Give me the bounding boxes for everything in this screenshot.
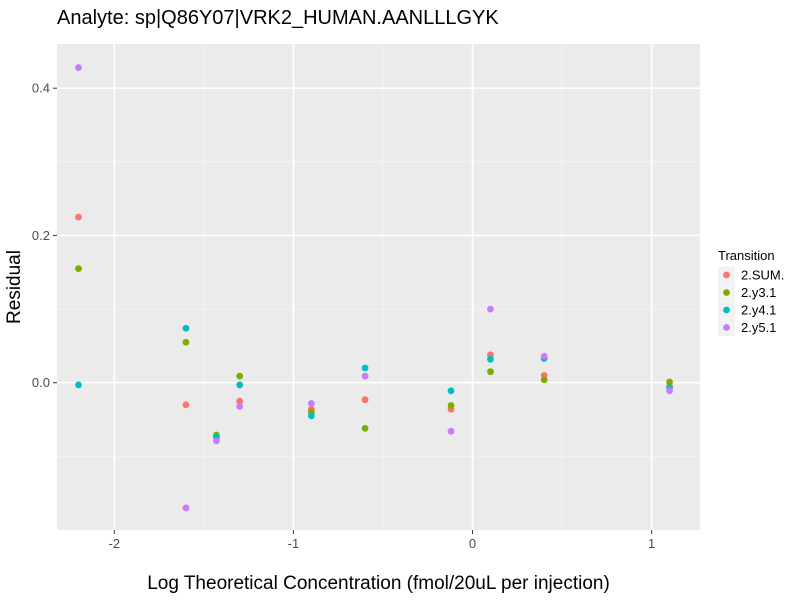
- data-points: [75, 64, 673, 512]
- major-gridlines: [57, 44, 700, 530]
- data-point: [236, 397, 244, 405]
- plot-panel: [57, 44, 700, 530]
- data-point: [75, 381, 82, 389]
- data-point: [447, 427, 455, 435]
- legend-key-dot: [723, 306, 730, 314]
- data-point: [75, 213, 82, 221]
- data-point: [182, 504, 190, 512]
- data-point: [361, 424, 369, 432]
- y-tick-label: 0.4: [32, 81, 50, 96]
- data-point: [75, 64, 82, 71]
- minor-gridlines: [57, 44, 700, 530]
- legend-title: Transition: [718, 248, 775, 263]
- data-point: [307, 412, 315, 420]
- data-point: [666, 378, 673, 386]
- data-point: [540, 352, 548, 360]
- data-point: [487, 355, 494, 363]
- x-tick-label: -2: [109, 536, 121, 551]
- data-point: [236, 381, 244, 389]
- legend-label: 2.y5.1: [741, 320, 776, 335]
- x-axis-title: Log Theoretical Concentration (fmol/20uL…: [147, 573, 610, 594]
- legend-key-dot: [723, 324, 730, 331]
- x-tick-label: -1: [288, 536, 300, 551]
- data-point: [666, 387, 673, 395]
- x-axis-ticks: -2 -1 0 1: [109, 530, 655, 551]
- legend-label: 2.SUM.: [741, 268, 784, 283]
- legend-key-dot: [723, 289, 730, 296]
- legend-label: 2.y4.1: [741, 303, 776, 318]
- data-point: [75, 265, 82, 272]
- data-point: [182, 338, 190, 346]
- data-point: [361, 372, 369, 380]
- data-point: [487, 368, 494, 376]
- legend: Transition 2.SUM. 2.y3.1 2.y4.1 2.y5.1: [718, 248, 784, 336]
- chart-title: Analyte: sp|Q86Y07|VRK2_HUMAN.AANLLLGYK: [57, 7, 499, 29]
- x-tick-label: 1: [648, 536, 655, 551]
- data-point: [236, 402, 244, 410]
- data-point: [361, 396, 369, 404]
- data-point: [361, 364, 369, 372]
- data-point: [447, 387, 455, 395]
- data-point: [182, 324, 190, 332]
- data-point: [540, 376, 548, 384]
- y-axis-title: Residual: [4, 250, 25, 324]
- x-tick-label: 0: [469, 536, 476, 551]
- data-point: [447, 402, 455, 409]
- y-axis-ticks: 0.0 0.2 0.4: [32, 81, 57, 390]
- data-point: [307, 399, 315, 407]
- legend-key-dot: [723, 271, 730, 279]
- y-tick-label: 0.0: [32, 375, 50, 390]
- legend-label: 2.y3.1: [741, 285, 776, 300]
- data-point: [236, 372, 244, 380]
- data-point: [487, 305, 494, 313]
- y-tick-label: 0.2: [32, 228, 50, 243]
- data-point: [182, 401, 190, 409]
- data-point: [213, 437, 220, 445]
